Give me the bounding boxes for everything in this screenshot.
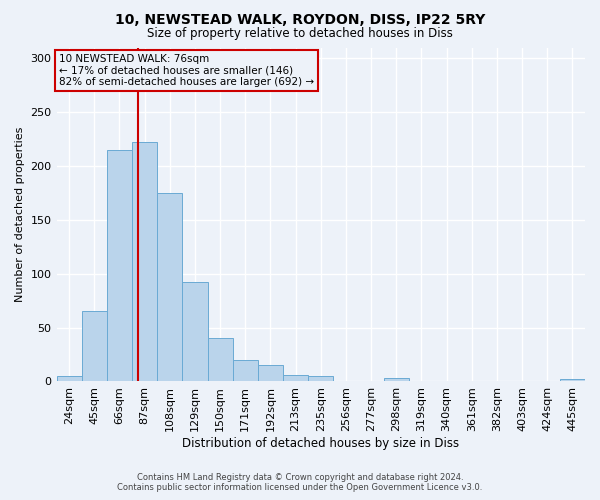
Text: Size of property relative to detached houses in Diss: Size of property relative to detached ho… [147, 28, 453, 40]
Bar [56, 376, 82, 382]
Bar [208, 338, 233, 382]
Bar [560, 380, 585, 382]
Bar [107, 150, 132, 382]
Bar [383, 378, 409, 382]
Y-axis label: Number of detached properties: Number of detached properties [15, 127, 25, 302]
Bar [308, 376, 334, 382]
Bar [233, 360, 258, 382]
Text: 10 NEWSTEAD WALK: 76sqm
← 17% of detached houses are smaller (146)
82% of semi-d: 10 NEWSTEAD WALK: 76sqm ← 17% of detache… [59, 54, 314, 87]
Bar [157, 193, 182, 382]
Text: Contains HM Land Registry data © Crown copyright and database right 2024.
Contai: Contains HM Land Registry data © Crown c… [118, 473, 482, 492]
Bar [258, 366, 283, 382]
Bar [132, 142, 157, 382]
X-axis label: Distribution of detached houses by size in Diss: Distribution of detached houses by size … [182, 437, 460, 450]
Text: 10, NEWSTEAD WALK, ROYDON, DISS, IP22 5RY: 10, NEWSTEAD WALK, ROYDON, DISS, IP22 5R… [115, 12, 485, 26]
Bar [82, 312, 107, 382]
Bar [182, 282, 208, 382]
Bar [283, 375, 308, 382]
